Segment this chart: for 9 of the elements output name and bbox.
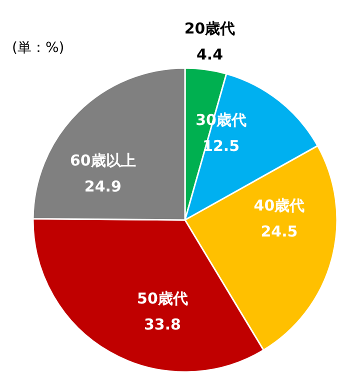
text: (単：%) xyxy=(12,40,64,56)
slice-label: 50歳代 xyxy=(137,290,188,308)
data-label: 4.4 xyxy=(196,46,224,64)
data-label: 24.9 xyxy=(84,178,122,196)
slice-label: 60歳以上 xyxy=(70,152,136,170)
data-label: 33.8 xyxy=(144,316,181,334)
slice-label: 20歳代 xyxy=(184,20,236,38)
data-label: 24.5 xyxy=(260,222,298,240)
slice-label: 40歳代 xyxy=(254,196,305,214)
